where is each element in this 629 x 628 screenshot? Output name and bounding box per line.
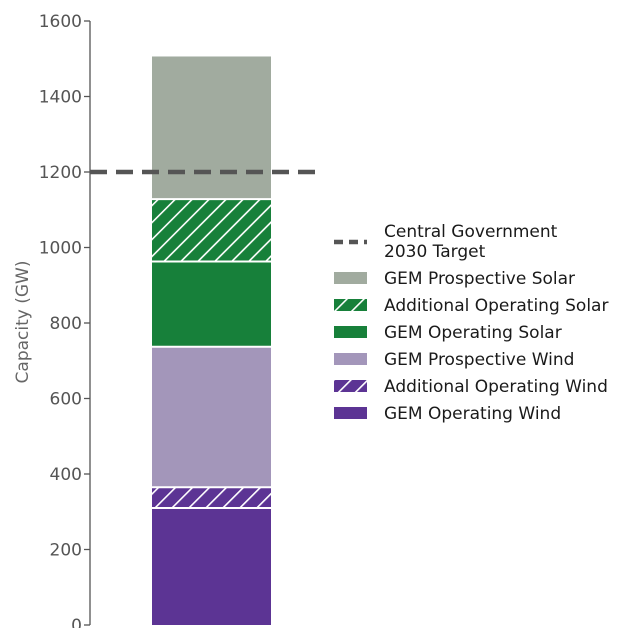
legend-label: GEM Prospective Wind [384,350,574,370]
legend-key-patch [334,326,367,338]
legend-label: Additional Operating Solar [384,296,608,316]
y-tick-label: 1000 [39,239,82,259]
legend-entry: GEM Prospective Solar [334,269,575,289]
legend-label: GEM Prospective Solar [384,269,575,289]
legend-label: 2030 Target [384,242,486,262]
legend-key-patch [334,272,367,284]
bar-segment [152,261,271,347]
legend-entry: Additional Operating Wind [334,377,608,397]
legend-label: Additional Operating Wind [384,377,608,397]
bar-segment [152,56,271,200]
bar-segment-hatch [152,487,271,508]
bar-segment-fill [152,346,271,488]
y-tick-label: 200 [50,541,82,561]
stacked-bar [152,56,271,625]
y-tick-label: 1200 [39,163,82,183]
bar-segment-hatch [152,199,271,262]
y-tick-label: 0 [71,616,82,628]
y-axis: 0 200 400 600 800 1000 1200 1400 1600 [39,12,91,628]
bar-segment-fill [152,56,271,200]
legend-key-patch [334,353,367,365]
y-tick-label: 1400 [39,88,82,108]
legend-key-patch [334,407,367,419]
bar-segment [152,487,271,508]
legend-entry: GEM Operating Wind [334,404,561,424]
legend-label: GEM Operating Wind [384,404,561,424]
y-tick-label: 400 [50,465,82,485]
legend-entry: Additional Operating Solar [334,296,608,316]
y-axis-title: Capacity (GW) [13,261,33,384]
bar-segment [152,199,271,262]
bar-segment [152,507,271,625]
legend-label: Central Government [384,222,558,242]
y-tick-label: 800 [50,314,82,334]
legend-entry: GEM Prospective Wind [334,350,574,370]
legend-key-hatch [334,380,367,392]
bar-segment [152,346,271,488]
bar-segment-fill [152,261,271,347]
y-tick-label: 1600 [39,12,82,32]
bar-segment-fill [152,507,271,625]
legend-label: GEM Operating Solar [384,323,562,343]
legend-key-hatch [334,299,367,311]
y-tick-label: 600 [50,390,82,410]
legend-entry: GEM Operating Solar [334,323,562,343]
